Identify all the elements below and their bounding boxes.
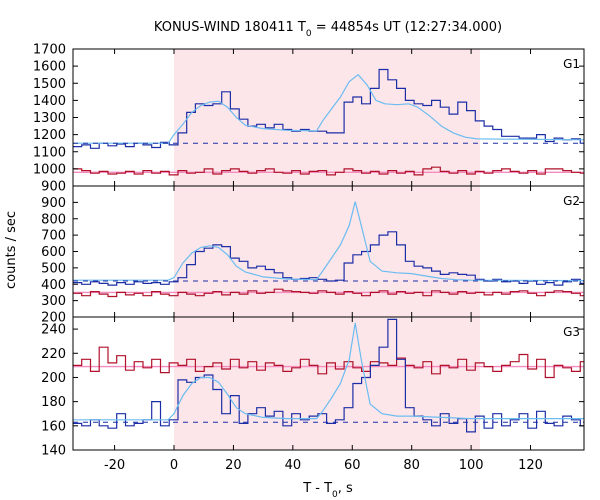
panel-g3: 140 160 180 200 220 240 G3 <box>41 316 585 459</box>
y-tick-label: 1700 <box>33 43 66 58</box>
panel-label: G3 <box>563 325 580 339</box>
y-tick-label: 300 <box>41 294 66 309</box>
y-tick-label: 180 <box>41 395 66 410</box>
y-tick-label: 200 <box>41 311 66 326</box>
y-tick-label: 900 <box>41 196 66 211</box>
y-tick-label: 1100 <box>33 145 66 160</box>
burst-interval-shade <box>174 317 481 450</box>
x-tick-label: -20 <box>104 458 125 473</box>
background-rate-series <box>73 288 584 298</box>
burst-interval-shade <box>174 186 481 317</box>
x-tick-label: 80 <box>403 458 420 473</box>
y-tick-label: 220 <box>41 347 66 362</box>
x-tick-label: 0 <box>170 458 178 473</box>
y-tick-label: 700 <box>41 229 66 244</box>
model-curve <box>73 73 584 144</box>
trigger-rate-series <box>73 231 584 286</box>
panel-frame <box>72 316 585 451</box>
y-tick-label: 140 <box>41 444 66 459</box>
y-tick-label: 240 <box>41 323 66 338</box>
y-tick-label: 900 <box>41 180 66 195</box>
x-tick-label: 40 <box>285 458 302 473</box>
y-axis-label: counts / sec <box>4 211 19 289</box>
model-curve <box>73 322 584 421</box>
trigger-rate-series <box>73 68 584 149</box>
background-rate-series <box>73 166 584 176</box>
chart-title: KONUS-WIND 180411 T0 = 44854s UT (12:27:… <box>154 20 502 39</box>
y-tick-label: 1500 <box>33 77 66 92</box>
y-tick-label: 800 <box>41 212 66 227</box>
x-tick-label: 120 <box>518 458 543 473</box>
y-tick-label: 1000 <box>33 162 66 177</box>
model-curve <box>73 201 584 282</box>
background-rate-series <box>73 346 584 379</box>
y-tick-label: 160 <box>41 419 66 434</box>
y-tick-label: 1200 <box>33 128 66 143</box>
y-tick-label: 400 <box>41 278 66 293</box>
y-tick-label: 200 <box>41 371 66 386</box>
chart-panels: 90010001100120013001400150016001700G1200… <box>33 43 585 473</box>
y-tick-label: 500 <box>41 261 66 276</box>
burst-interval-shade <box>174 49 481 186</box>
y-tick-label: 1400 <box>33 94 66 109</box>
panel-g1: 900 1000 1100 1200 1300 1400 1500 1600 1700 G1 <box>33 43 585 195</box>
trigger-rate-series <box>73 318 584 433</box>
x-tick-label: 100 <box>459 458 484 473</box>
x-tick-label: 20 <box>225 458 242 473</box>
y-tick-label: 1300 <box>33 111 66 126</box>
x-tick-label: 60 <box>344 458 361 473</box>
panel-label: G1 <box>563 57 580 71</box>
y-tick-label: 600 <box>41 245 66 260</box>
panel-label: G2 <box>563 194 580 208</box>
x-axis-label: T - T0, s <box>302 481 353 500</box>
y-tick-label: 1600 <box>33 60 66 75</box>
